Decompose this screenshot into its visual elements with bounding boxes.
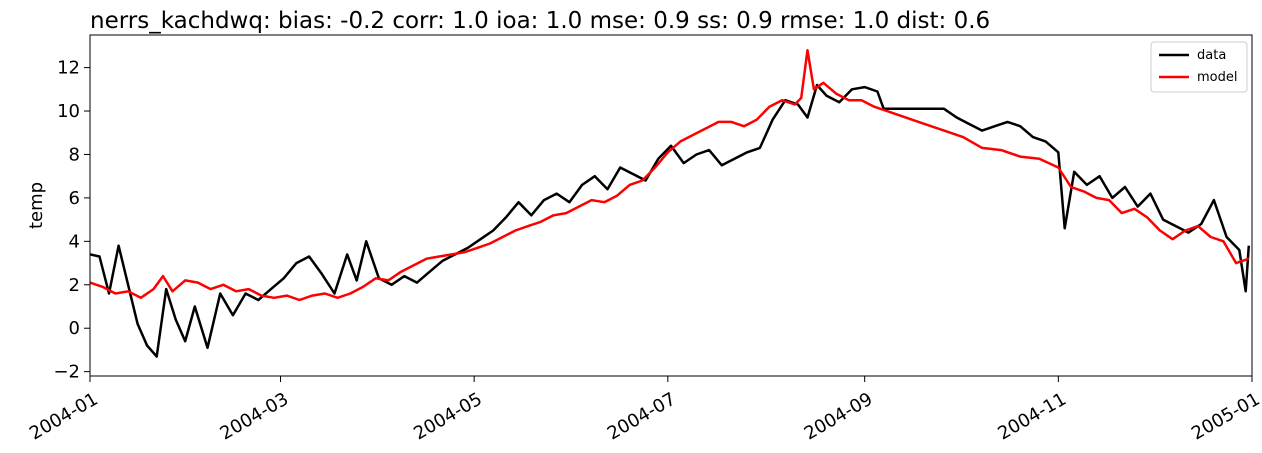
y-tick-label: 0	[69, 318, 80, 339]
series-layer	[90, 48, 1251, 358]
x-tick-label: 2004-03	[217, 389, 293, 445]
plot-frame	[89, 34, 1253, 377]
x-tick-label: 2004-05	[410, 389, 486, 445]
series-line-data	[90, 83, 1251, 358]
x-tick-label: 2005-01	[1188, 389, 1262, 445]
x-tick-label: 2004-07	[604, 389, 680, 445]
y-tick-label: 12	[57, 58, 80, 79]
y-tick-label: 2	[69, 275, 80, 296]
x-axis: 2004-01 2004-03 2004-05 2004-07 2004-09 2004-…	[26, 376, 1262, 444]
y-tick-label: 4	[69, 231, 80, 252]
y-tick-label: 6	[69, 188, 80, 209]
y-tick-label: −2	[53, 362, 80, 383]
legend-label-model: model	[1197, 70, 1237, 85]
y-axis: −2 0 2 4 6 8 10 12	[53, 58, 90, 383]
legend: data model	[1150, 41, 1248, 93]
series-line-model	[90, 48, 1250, 302]
x-tick-label: 2004-11	[994, 389, 1070, 445]
chart-title: nerrs_kachdwq: bias: -0.2 corr: 1.0 ioa:…	[90, 8, 990, 34]
y-axis-label: temp	[26, 182, 47, 229]
x-tick-label: 2004-09	[801, 389, 877, 445]
y-tick-label: 10	[57, 101, 80, 122]
y-tick-label: 8	[69, 144, 80, 165]
x-tick-label: 2004-01	[26, 389, 102, 445]
legend-label-data: data	[1197, 48, 1226, 63]
